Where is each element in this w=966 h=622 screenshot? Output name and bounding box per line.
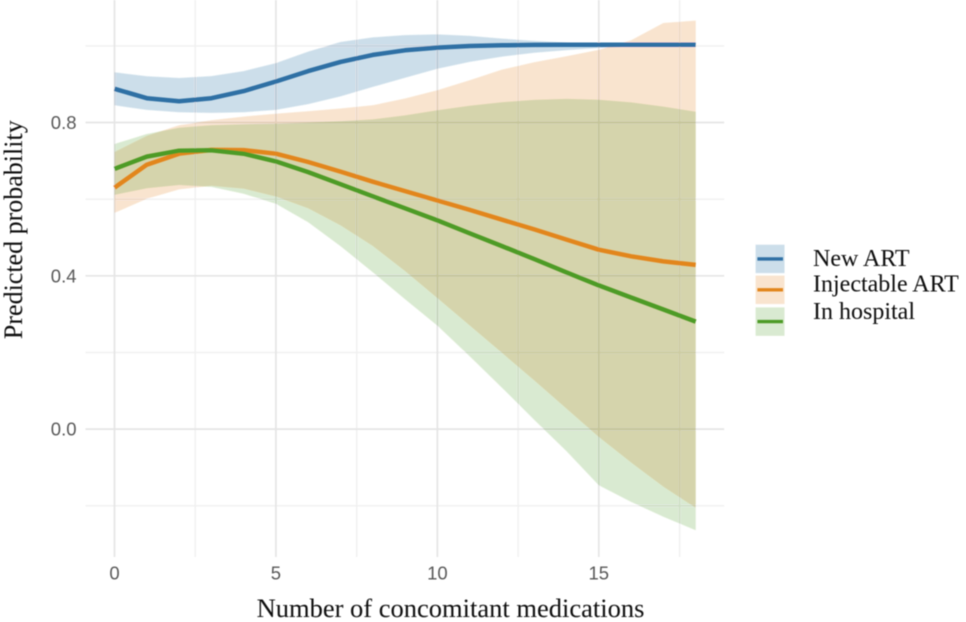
- svg-text:New ART: New ART: [813, 246, 910, 272]
- svg-text:Injectable ART: Injectable ART: [813, 272, 959, 298]
- svg-text:Number of concomitant medicati: Number of concomitant medications: [257, 593, 645, 622]
- svg-text:15: 15: [589, 563, 610, 584]
- svg-text:0.4: 0.4: [51, 265, 77, 286]
- svg-text:0.0: 0.0: [51, 419, 77, 440]
- svg-text:Predicted probability: Predicted probability: [0, 120, 28, 339]
- svg-text:In hospital: In hospital: [813, 299, 915, 325]
- svg-text:0.8: 0.8: [51, 112, 77, 133]
- svg-text:0: 0: [109, 563, 119, 584]
- svg-text:10: 10: [427, 563, 448, 584]
- svg-text:5: 5: [271, 563, 281, 584]
